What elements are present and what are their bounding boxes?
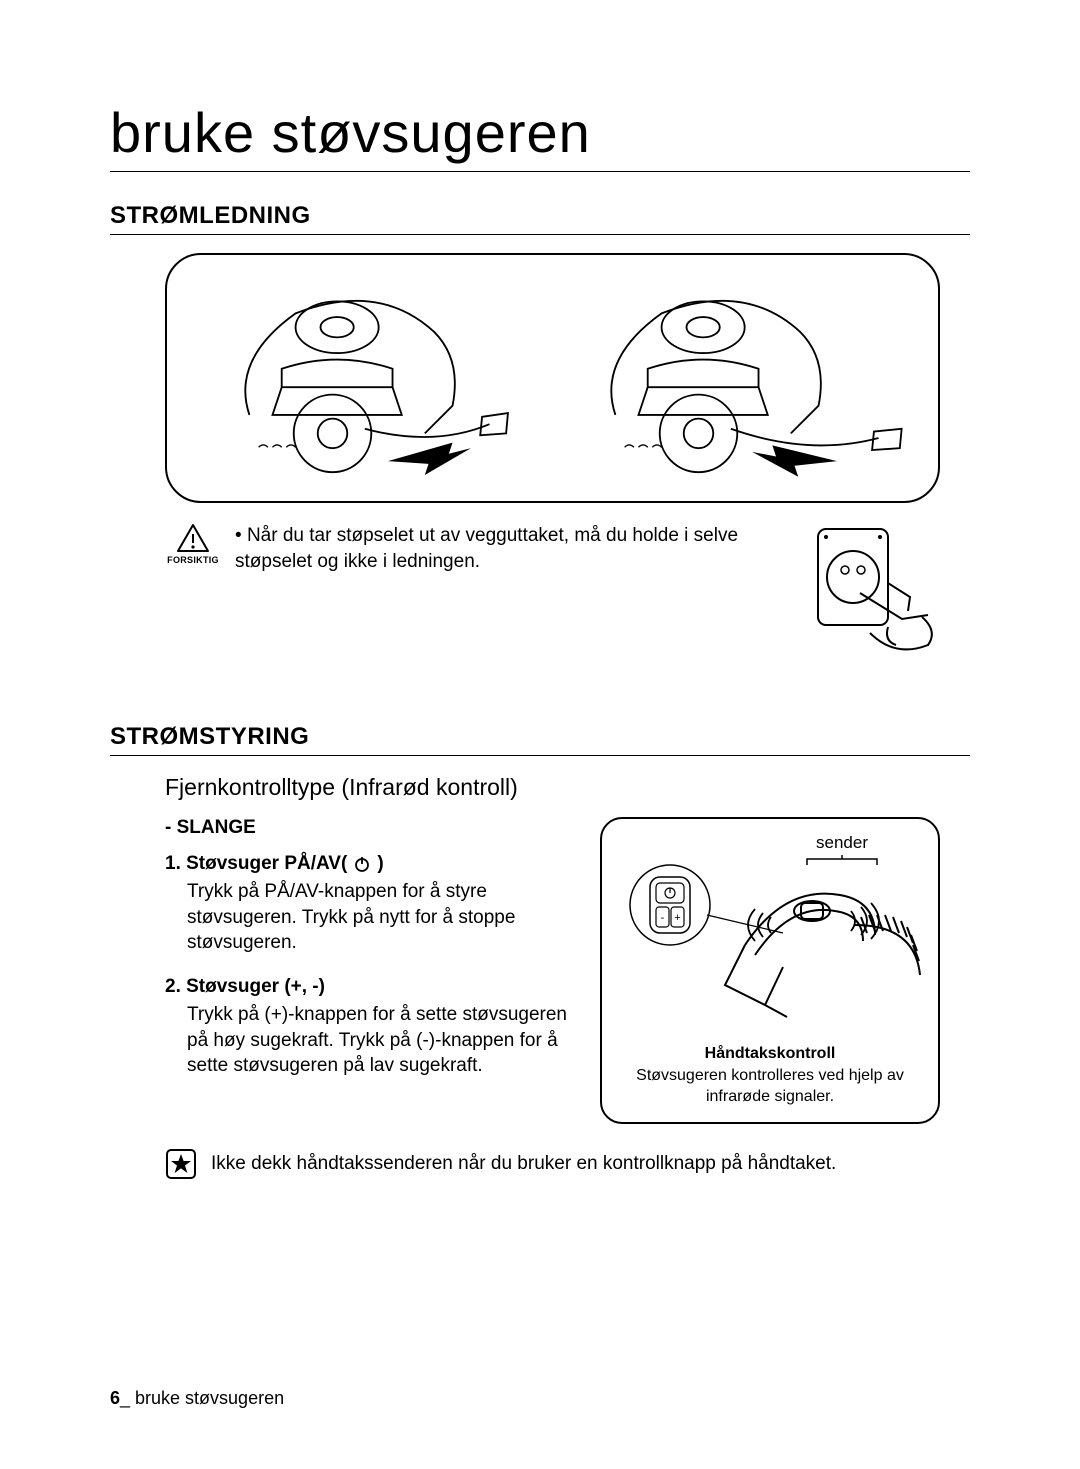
warning-triangle-icon — [176, 523, 210, 553]
remote-caption: Håndtakskontroll Støvsugeren kontrollere… — [616, 1043, 924, 1108]
svg-text:+: + — [674, 912, 680, 924]
item2-body: Trykk på (+)-knappen for å sette støvsug… — [187, 1002, 576, 1079]
caution-body: Når du tar støpselet ut av vegguttaket, … — [235, 525, 738, 572]
note-text: Ikke dekk håndtakssenderen når du bruker… — [211, 1153, 836, 1175]
note-row: Ikke dekk håndtakssenderen når du bruker… — [165, 1148, 940, 1180]
caution-bullet: • — [235, 525, 242, 546]
footer-text: _ bruke støvsugeren — [120, 1388, 284, 1408]
remote-caption-bold: Håndtakskontroll — [705, 1045, 836, 1062]
item1-heading-text: 1. Støvsuger PÅ/AV( — [165, 853, 347, 875]
slange-row: - SLANGE 1. Støvsuger PÅ/AV( ) Trykk på … — [165, 817, 940, 1124]
svg-text:-: - — [661, 912, 665, 924]
item1-heading-close: ) — [377, 853, 383, 875]
wall-outlet-illustration — [810, 523, 940, 663]
caution-text: • Når du tar støpselet ut av vegguttaket… — [235, 523, 796, 574]
power-control-subtitle: Fjernkontrolltype (Infrarød kontroll) — [165, 774, 970, 801]
handle-remote-illustration: - + — [615, 855, 925, 1035]
vacuum-cord-in-illustration — [560, 265, 911, 491]
item1-heading: 1. Støvsuger PÅ/AV( ) — [165, 853, 576, 875]
section-heading-power-cord: STRØMLEDNING — [110, 202, 970, 235]
star-note-icon — [165, 1148, 197, 1180]
power-icon — [353, 855, 371, 873]
section-heading-power-control: STRØMSTYRING — [110, 723, 970, 756]
remote-box: sender - + — [600, 817, 940, 1124]
vacuum-cord-out-illustration — [194, 265, 545, 491]
item1-body: Trykk på PÅ/AV-knappen for å styre støvs… — [187, 879, 576, 956]
remote-caption-rest: Støvsugeren kontrolleres ved hjelp av in… — [636, 1067, 904, 1106]
page-title: bruke støvsugeren — [110, 100, 970, 172]
slange-heading: - SLANGE — [165, 817, 576, 839]
footer-page-number: 6 — [110, 1388, 120, 1408]
caution-icon: FORSIKTIG — [165, 523, 221, 565]
sender-label: sender — [816, 833, 868, 853]
caution-label: FORSIKTIG — [167, 555, 219, 565]
slange-left-column: - SLANGE 1. Støvsuger PÅ/AV( ) Trykk på … — [165, 817, 576, 1124]
item2-heading: 2. Støvsuger (+, -) — [165, 976, 576, 998]
page-footer: 6_ bruke støvsugeren — [110, 1388, 284, 1409]
caution-row: FORSIKTIG • Når du tar støpselet ut av v… — [165, 523, 940, 663]
power-cord-illustration-frame — [165, 253, 940, 503]
